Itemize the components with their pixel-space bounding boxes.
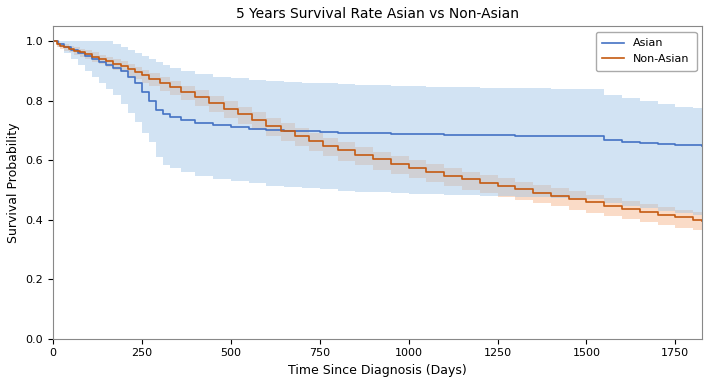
Asian (671, 142, 680, 147)
Asian (227, 124, 235, 129)
Asian (618, 140, 626, 144)
Asian (102, 63, 111, 67)
Non-Asian (49, 39, 57, 43)
Asian (369, 131, 377, 136)
Asian (689, 143, 698, 147)
Asian (547, 134, 555, 138)
Asian (159, 112, 167, 116)
Asian (74, 51, 82, 55)
Asian (280, 128, 289, 133)
Asian (511, 133, 520, 138)
Asian (635, 141, 644, 145)
Non-Asian (386, 162, 395, 166)
Non-Asian (351, 152, 359, 157)
Asian (404, 132, 413, 136)
Asian (316, 130, 324, 134)
Non-Asian (166, 85, 174, 89)
Legend: Asian, Non-Asian: Asian, Non-Asian (596, 32, 696, 71)
Asian (95, 60, 104, 64)
Asian (245, 126, 253, 131)
Asian (88, 57, 96, 61)
X-axis label: Time Since Diagnosis (Days): Time Since Diagnosis (Days) (288, 364, 467, 377)
Asian (386, 131, 395, 136)
Line: Asian: Asian (53, 41, 702, 146)
Asian (60, 45, 68, 50)
Asian (81, 54, 89, 58)
Non-Asian (635, 209, 644, 214)
Asian (67, 48, 75, 52)
Asian (130, 81, 139, 85)
Asian (208, 123, 217, 127)
Asian (298, 129, 306, 134)
Asian (191, 121, 199, 125)
Non-Asian (65, 46, 73, 51)
Asian (177, 118, 185, 122)
Y-axis label: Survival Probability: Survival Probability (7, 122, 20, 243)
Asian (166, 115, 174, 119)
Asian (109, 66, 118, 70)
Asian (422, 132, 430, 137)
Asian (123, 74, 132, 79)
Line: Non-Asian: Non-Asian (53, 41, 702, 221)
Asian (654, 142, 662, 146)
Asian (351, 131, 359, 136)
Asian (262, 128, 271, 132)
Asian (600, 138, 608, 142)
Asian (145, 98, 153, 103)
Title: 5 Years Survival Rate Asian vs Non-Asian: 5 Years Survival Rate Asian vs Non-Asian (236, 7, 519, 21)
Asian (49, 39, 57, 43)
Asian (458, 132, 467, 137)
Asian (116, 69, 125, 73)
Asian (138, 89, 146, 94)
Asian (698, 144, 706, 148)
Non-Asian (248, 118, 257, 122)
Asian (54, 42, 62, 46)
Asian (333, 130, 342, 135)
Asian (476, 133, 484, 137)
Non-Asian (698, 219, 706, 223)
Asian (582, 134, 591, 138)
Asian (152, 107, 160, 112)
Asian (440, 132, 449, 137)
